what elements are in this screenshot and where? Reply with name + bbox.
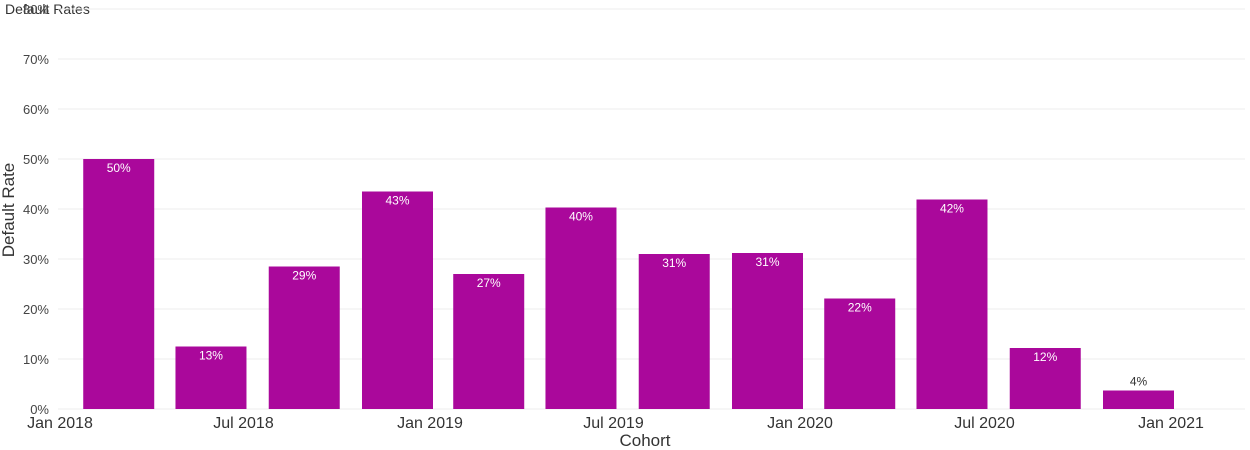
bar-data-label: 42% <box>940 202 964 216</box>
bar-data-label: 13% <box>199 349 223 363</box>
y-tick-label: 40% <box>23 202 49 217</box>
bar-data-label: 22% <box>848 301 872 315</box>
y-tick-label: 0% <box>30 402 49 417</box>
bar-data-label: 50% <box>107 161 131 175</box>
y-tick-label: 20% <box>23 302 49 317</box>
chart-title: Default Rates <box>5 1 90 17</box>
y-tick-label: 80% <box>23 2 49 17</box>
bar-data-label: 29% <box>292 269 316 283</box>
bar <box>545 207 617 409</box>
y-tick-label: 70% <box>23 52 49 67</box>
y-tick-label: 10% <box>23 352 49 367</box>
y-tick-label: 30% <box>23 252 49 267</box>
bar <box>1103 390 1175 409</box>
bar-data-label: 43% <box>385 194 409 208</box>
bar <box>175 346 247 409</box>
bar <box>824 298 896 409</box>
x-tick-label: Jan 2019 <box>397 415 463 432</box>
bar-data-label: 12% <box>1033 350 1057 364</box>
bar-data-label: 27% <box>477 276 501 290</box>
x-axis-label: Cohort <box>619 431 670 450</box>
bar <box>1009 348 1081 409</box>
x-tick-label: Jul 2018 <box>213 415 274 432</box>
y-tick-label: 50% <box>23 152 49 167</box>
x-tick-label: Jul 2019 <box>583 415 644 432</box>
bar-data-label: 31% <box>662 256 686 270</box>
bar <box>638 254 710 409</box>
y-tick-label: 60% <box>23 102 49 117</box>
bar <box>83 159 155 409</box>
bar <box>268 266 340 409</box>
x-tick-label: Jul 2020 <box>954 415 1015 432</box>
y-axis-label: Default Rate <box>0 163 18 258</box>
bar-data-label: 40% <box>569 210 593 224</box>
bar <box>916 199 988 409</box>
y-axis-ticks: 0% 10% 20% 30% 40% 50% 60% 70% 80% <box>23 2 49 417</box>
x-tick-label: Jan 2021 <box>1138 415 1204 432</box>
bar-data-labels: 50% 13% 29% 43% 27% 40% 31% 31% 22% 42% 12% 4% <box>107 161 1148 389</box>
x-axis-ticks: Jan 2018 Jul 2018 Jan 2019 Jul 2019 Jan 2020… <box>27 415 1204 432</box>
bar <box>453 274 525 409</box>
bar-data-label: 31% <box>755 255 779 269</box>
x-tick-label: Jan 2018 <box>27 415 93 432</box>
bar <box>731 253 803 409</box>
bar-data-label: 4% <box>1130 375 1148 389</box>
bar <box>361 191 433 409</box>
x-tick-label: Jan 2020 <box>767 415 833 432</box>
bars <box>83 159 1175 409</box>
